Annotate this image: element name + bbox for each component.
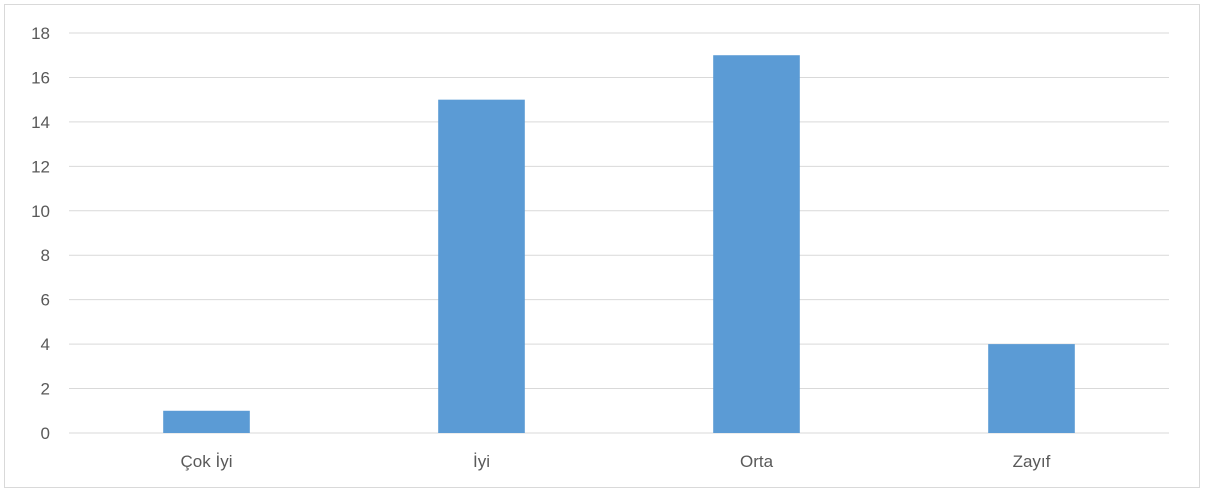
bar-2 [438,99,525,434]
x-category-label: Orta [740,452,774,471]
bar-3 [713,55,800,433]
y-tick-label: 2 [41,380,50,399]
y-axis-tick-labels: 0 2 4 6 8 10 12 14 16 18 [31,24,50,443]
y-tick-label: 14 [31,113,50,132]
bar-1 [163,410,250,433]
y-tick-label: 18 [31,24,50,43]
bar-chart: 0 2 4 6 8 10 12 14 16 18 Çok İyi İyi Orta Zayıf [31,24,1169,471]
bar-4 [988,344,1075,433]
y-tick-label: 10 [31,202,50,221]
bars [163,55,1075,434]
y-tick-label: 4 [41,335,50,354]
y-tick-label: 16 [31,68,50,87]
gridlines [69,32,1169,434]
chart-frame: 0 2 4 6 8 10 12 14 16 18 Çok İyi İyi Orta Zayıf [4,4,1200,488]
x-category-label: Çok İyi [181,452,233,471]
x-axis-category-labels: Çok İyi İyi Orta Zayıf [181,452,1051,471]
y-tick-label: 6 [41,291,50,310]
x-category-label: İyi [473,452,490,471]
y-tick-label: 12 [31,157,50,176]
x-category-label: Zayıf [1013,452,1051,471]
y-tick-label: 8 [41,246,50,265]
y-tick-label: 0 [41,424,50,443]
